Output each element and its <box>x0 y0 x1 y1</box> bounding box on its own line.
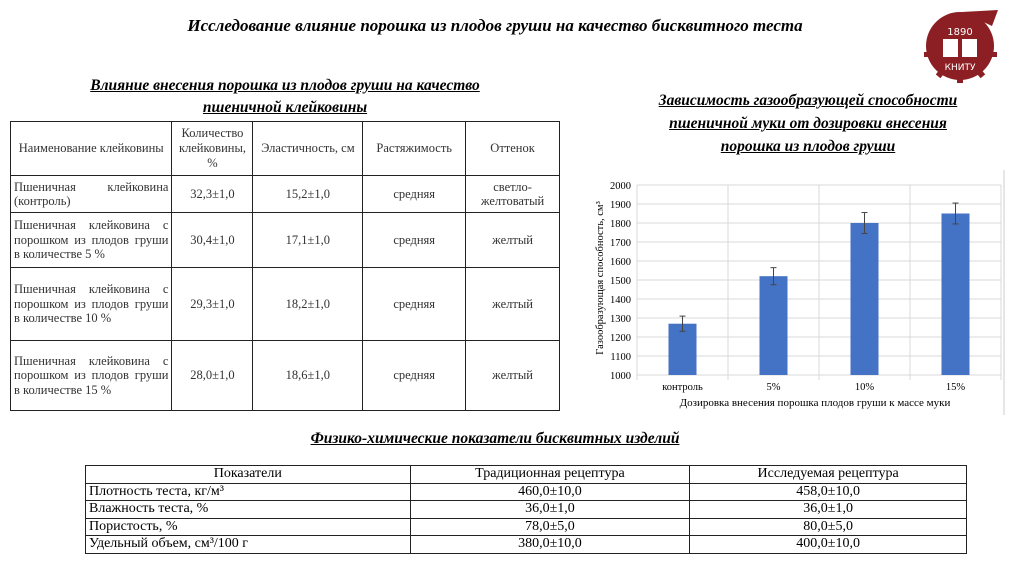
gluten-heading: Влияние внесения порошка из плодов груши… <box>10 75 560 119</box>
cell: 32,3±1,0 <box>171 175 254 213</box>
cell: средняя <box>362 267 467 341</box>
cell: 460,0±10,0 <box>409 482 691 501</box>
cell: средняя <box>362 212 467 268</box>
table-row: Пшеничная клейковина (контроль) 32,3±1,0… <box>9 175 560 213</box>
svg-text:КНИТУ: КНИТУ <box>945 63 976 73</box>
y-tick-label: 1600 <box>610 257 631 268</box>
gas-forming-chart: 1000 1100 1200 1300 1400 1500 1600 1700 1800 1900… <box>583 170 1005 415</box>
bar <box>668 323 697 375</box>
y-tick-label: 1700 <box>610 238 631 249</box>
cell: 380,0±10,0 <box>409 535 691 554</box>
slide-title: Исследование влияние порошка из плодов г… <box>187 16 803 35</box>
column-header: Оттенок <box>465 121 560 176</box>
x-tick-label: контроль <box>662 382 703 393</box>
cell: 15,2±1,0 <box>252 175 364 213</box>
chart-heading-line2: пшеничной муки от дозировки внесения <box>669 115 947 132</box>
table-row: Пористость, % 78,0±5,0 80,0±5,0 <box>85 517 967 536</box>
cell: средняя <box>362 175 467 213</box>
column-header: Наименование клейковины <box>9 121 173 176</box>
cell: 29,3±1,0 <box>171 267 254 341</box>
table-header-row: Показатели Традиционная рецептура Исслед… <box>85 465 967 484</box>
y-tick-label: 1100 <box>610 352 631 363</box>
x-axis-label: Дозировка внесения порошка плодов груши … <box>680 397 951 409</box>
cell: Влажность теста, % <box>85 500 411 519</box>
column-header: Традиционная рецептура <box>409 465 691 484</box>
table-row: Влажность теста, % 36,0±1,0 36,0±1,0 <box>85 500 967 519</box>
y-tick-label: 2000 <box>610 181 631 192</box>
gluten-table: Наименование клейковины Количество клейк… <box>9 121 560 411</box>
knitu-logo: 1890 КНИТУ <box>922 4 1002 84</box>
x-tick-label: 10% <box>855 382 875 393</box>
table-row: Пшеничная клейковина с порошком из плодо… <box>9 340 560 411</box>
cell: 36,0±1,0 <box>409 500 691 519</box>
cell: Пшеничная клейковина с порошком из плодо… <box>9 340 173 411</box>
x-tick-label: 5% <box>767 382 781 393</box>
table-row: Удельный объем, см³/100 г 380,0±10,0 400,0… <box>85 535 967 554</box>
cell: 18,2±1,0 <box>252 267 364 341</box>
column-header: Исследуемая рецептура <box>689 465 967 484</box>
bar <box>941 213 970 375</box>
chart-heading: Зависимость газообразующей способности п… <box>590 89 1024 158</box>
column-header: Количество клейковины, % <box>171 121 254 176</box>
cell: светло-желтоватый <box>465 175 560 213</box>
cell: 28,0±1,0 <box>171 340 254 411</box>
cell: 30,4±1,0 <box>171 212 254 268</box>
y-tick-label: 1000 <box>610 371 631 382</box>
gluten-heading-line2: пшеничной клейковины <box>202 99 368 116</box>
gluten-heading-line1: Влияние внесения порошка из плодов груши… <box>90 77 480 94</box>
cell: 18,6±1,0 <box>252 340 364 411</box>
cell: 80,0±5,0 <box>689 517 967 536</box>
cell: Пшеничная клейковина с порошком из плодо… <box>9 267 173 341</box>
column-header: Растяжимость <box>362 121 467 176</box>
table-row: Пшеничная клейковина с порошком из плодо… <box>9 212 560 268</box>
cell: 458,0±10,0 <box>689 482 967 501</box>
cell: желтый <box>465 267 560 341</box>
table-row: Пшеничная клейковина с порошком из плодо… <box>9 267 560 341</box>
bar <box>850 223 879 375</box>
cell: 17,1±1,0 <box>252 212 364 268</box>
cell: Плотность теста, кг/м³ <box>85 482 411 501</box>
cell: 400,0±10,0 <box>689 535 967 554</box>
physchem-table: Показатели Традиционная рецептура Исслед… <box>85 465 967 554</box>
physchem-heading: Физико-химические показатели бисквитных … <box>310 430 680 447</box>
y-tick-label: 1400 <box>610 295 631 306</box>
y-tick-label: 1900 <box>610 200 631 211</box>
cell: желтый <box>465 212 560 268</box>
svg-text:1890: 1890 <box>947 27 972 38</box>
cell: Пшеничная клейковина с порошком из плодо… <box>9 212 173 268</box>
cell: 36,0±1,0 <box>689 500 967 519</box>
cell: средняя <box>362 340 467 411</box>
table-header-row: Наименование клейковины Количество клейк… <box>9 121 560 176</box>
cell: желтый <box>465 340 560 411</box>
cell: Удельный объем, см³/100 г <box>85 535 411 554</box>
cell: Пшеничная клейковина (контроль) <box>9 175 173 213</box>
cell: Пористость, % <box>85 517 411 536</box>
table-row: Плотность теста, кг/м³ 460,0±10,0 458,0±10… <box>85 482 967 501</box>
chart-heading-line3: порошка из плодов груши <box>720 138 896 155</box>
y-axis-label: Газообразующая способность, см³ <box>595 201 606 354</box>
y-tick-label: 1200 <box>610 333 631 344</box>
y-tick-label: 1300 <box>610 314 631 325</box>
column-header: Эластичность, см <box>252 121 364 176</box>
y-tick-label: 1500 <box>610 276 631 287</box>
chart-heading-line1: Зависимость газообразующей способности <box>658 92 958 109</box>
column-header: Показатели <box>85 465 411 484</box>
cell: 78,0±5,0 <box>409 517 691 536</box>
y-tick-label: 1800 <box>610 219 631 230</box>
x-tick-label: 15% <box>946 382 966 393</box>
bar <box>759 276 788 375</box>
